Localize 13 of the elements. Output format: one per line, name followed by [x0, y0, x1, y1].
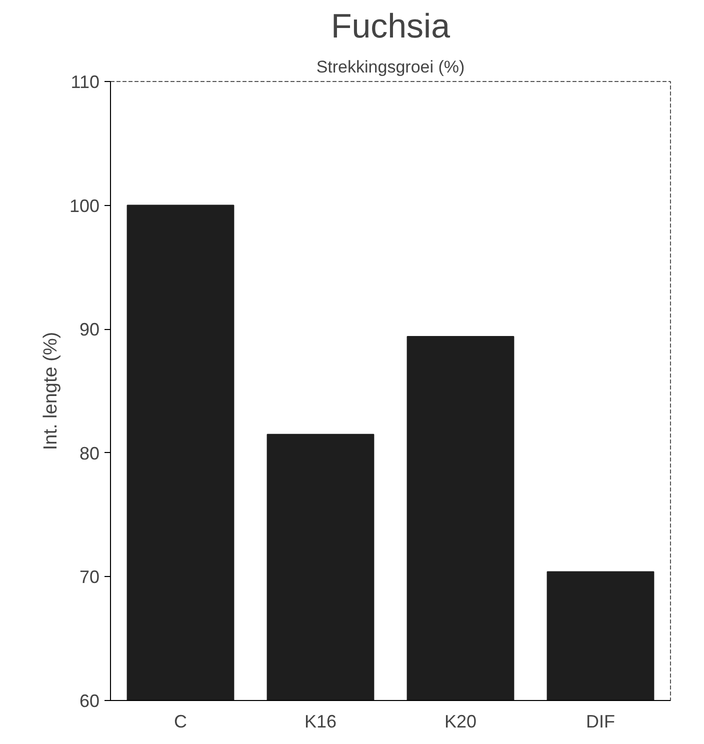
y-tick-label: 110	[70, 72, 100, 92]
x-tick-label: K20	[444, 712, 477, 732]
y-tick-label: 100	[69, 196, 100, 216]
y-axis-title: Int. lengte (%)	[40, 332, 62, 450]
x-tick-label: K16	[304, 712, 337, 732]
y-tick-label: 90	[79, 320, 100, 340]
x-tick-label: DIF	[586, 712, 615, 732]
y-tick-label: 60	[79, 691, 100, 711]
y-tick-label: 80	[79, 443, 100, 464]
chart-subtitle: Strekkingsgroei (%)	[316, 58, 465, 76]
y-tick-label: 70	[79, 567, 100, 588]
x-tick-label: C	[174, 712, 187, 732]
chart-title: Fuchsia	[330, 8, 450, 46]
